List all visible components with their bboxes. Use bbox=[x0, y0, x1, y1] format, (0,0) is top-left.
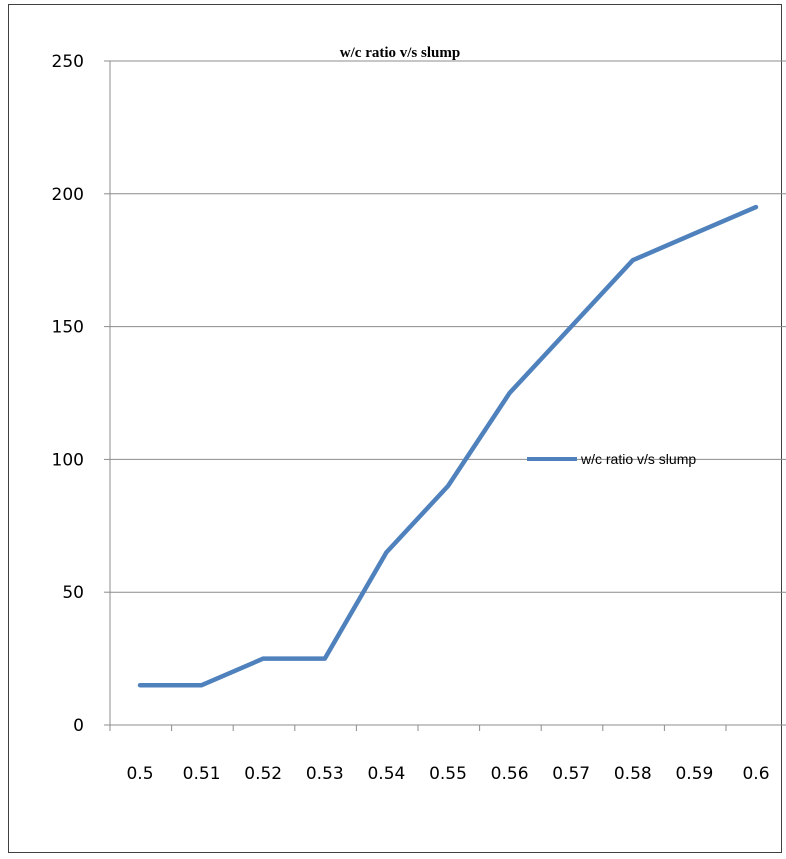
x-tick-label: 0.57 bbox=[552, 764, 590, 784]
legend-label: w/c ratio v/s slump bbox=[580, 451, 696, 467]
x-tick-label: 0.56 bbox=[491, 764, 529, 784]
y-tick-label: 200 bbox=[52, 185, 84, 205]
x-tick-label: 0.59 bbox=[675, 764, 713, 784]
x-tick-label: 0.53 bbox=[306, 764, 344, 784]
chart-frame bbox=[8, 4, 782, 853]
chart-title: w/c ratio v/s slump bbox=[340, 45, 460, 61]
x-tick-label: 0.51 bbox=[183, 764, 221, 784]
series-line-0 bbox=[137, 204, 759, 688]
y-tick-label: 150 bbox=[52, 318, 84, 338]
y-tick-label: 250 bbox=[52, 52, 84, 72]
legend: w/c ratio v/s slump bbox=[527, 451, 696, 467]
x-tick-label: 0.52 bbox=[244, 764, 282, 784]
x-tick-label: 0.55 bbox=[429, 764, 467, 784]
x-tick-label: 0.6 bbox=[742, 764, 769, 784]
x-tick-label: 0.54 bbox=[367, 764, 405, 784]
y-tick-label: 100 bbox=[52, 450, 84, 470]
x-tick-label: 0.58 bbox=[614, 764, 652, 784]
gridlines bbox=[110, 60, 786, 593]
y-tick-label: 50 bbox=[62, 583, 84, 603]
series-lines bbox=[137, 204, 759, 688]
y-tick-label: 0 bbox=[73, 716, 84, 736]
x-tick-label: 0.5 bbox=[126, 764, 153, 784]
axes: 0 50 100 150 200 250 0.5 0.51 0.52 0.53 0.54 0.55 0.… bbox=[52, 52, 786, 784]
